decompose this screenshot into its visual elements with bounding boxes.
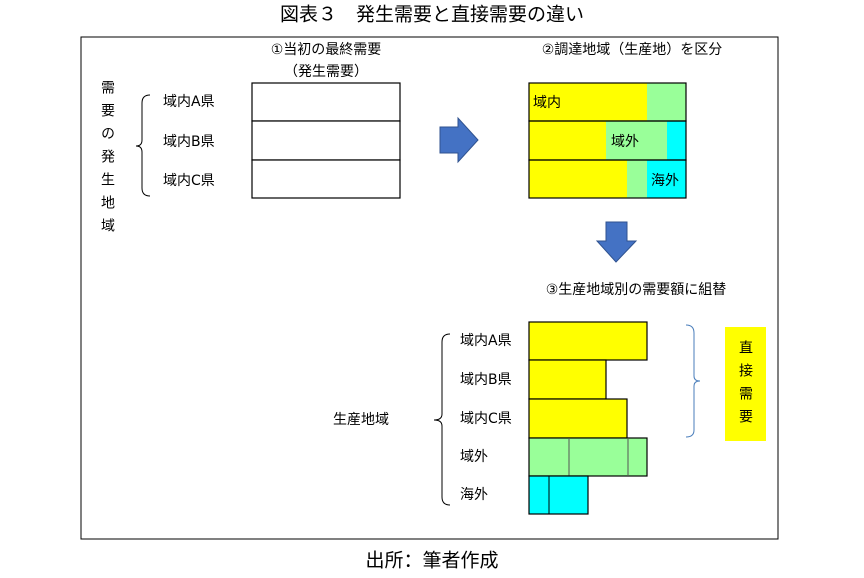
brace [135, 94, 151, 197]
box [251, 82, 401, 122]
step1-label: ①当初の最終需要 [271, 41, 382, 58]
brace [685, 324, 701, 438]
box [251, 120, 401, 161]
segment [606, 121, 667, 160]
row-label: 域内A県 [460, 333, 512, 349]
segment [529, 121, 606, 160]
bar [528, 359, 607, 400]
row-label: 海外 [460, 487, 488, 503]
row-label: 域外 [460, 449, 488, 465]
side-label: 需要の発生地域 [99, 80, 115, 241]
bar [528, 398, 628, 439]
bar [528, 437, 648, 477]
row-label: 域内B県 [163, 134, 215, 150]
segment-label: 海外 [651, 173, 679, 189]
arrow-right [439, 116, 479, 164]
title: 図表３ 発生需要と直接需要の違い [280, 4, 584, 26]
row-label: 域内B県 [460, 372, 512, 388]
box [251, 159, 401, 199]
segment-label: 域内 [533, 95, 561, 111]
segment [529, 83, 647, 121]
segment [627, 160, 647, 198]
source: 出所：筆者作成 [365, 550, 498, 572]
row-label: 域内A県 [163, 94, 215, 110]
segment [647, 83, 686, 121]
box [528, 159, 687, 199]
row-label: 域内C県 [460, 411, 512, 427]
arrow-down [595, 221, 638, 263]
step3-label: ③生産地域別の需要額に組替 [546, 282, 727, 298]
side-label: 生産地域 [333, 412, 389, 428]
step2-label: ②調達地域（生産地）を区分 [542, 42, 723, 58]
brace [433, 333, 451, 506]
row-label: 域内C県 [163, 173, 215, 189]
result-label: 直接需要 [737, 339, 753, 432]
step1-sublabel: （発生需要） [284, 64, 368, 80]
bar [528, 321, 648, 361]
bar [528, 475, 589, 515]
result-box [725, 327, 766, 441]
frame [80, 36, 779, 540]
segment [667, 121, 686, 160]
segment [529, 160, 627, 198]
segment [647, 160, 686, 198]
segment-label: 域外 [611, 134, 639, 150]
